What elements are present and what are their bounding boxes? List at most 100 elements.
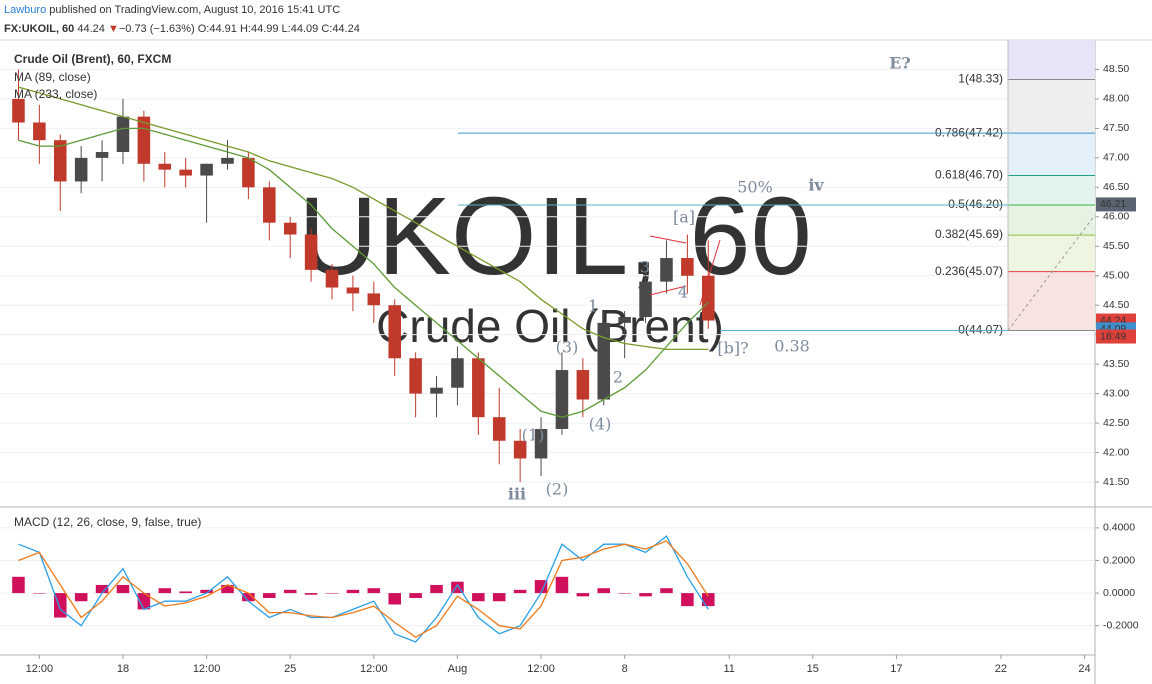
change: −0.73 (−1.63%)	[119, 23, 195, 35]
fib-label: 1(48.33)	[958, 72, 1003, 86]
fib-zone	[1008, 133, 1095, 176]
histogram-bar	[346, 589, 360, 594]
y-tick-label: 41.50	[1103, 476, 1129, 488]
moving-average	[18, 86, 709, 351]
wave-label: E?	[889, 54, 911, 73]
x-tick-label: 25	[284, 663, 296, 675]
x-tick-label: 12:00	[360, 663, 388, 675]
histogram-bar	[221, 584, 234, 594]
wave-label: (1)	[522, 426, 545, 445]
fib-label: 0.382(45.69)	[935, 227, 1003, 241]
histogram-bar	[179, 591, 192, 594]
candle-body	[409, 358, 422, 394]
histogram-bar	[430, 584, 443, 594]
legend-title: Crude Oil (Brent), 60, FXCM	[14, 52, 171, 66]
histogram-bar	[137, 593, 151, 610]
wave-label: [b]?	[717, 339, 748, 358]
fib-zone	[1008, 175, 1095, 206]
candle-body	[534, 428, 548, 459]
candle-body	[200, 163, 213, 176]
author[interactable]: Lawburo	[4, 4, 46, 16]
published: published on TradingView.com, August 10,…	[49, 4, 340, 16]
candle-body	[681, 258, 694, 276]
moving-average	[18, 127, 709, 418]
fib-trend	[1007, 214, 1096, 331]
histogram-bar	[12, 576, 25, 594]
low: L:44.09	[282, 23, 319, 35]
candle-body	[472, 358, 485, 418]
wedge-line	[649, 235, 687, 244]
wave-label: (3)	[556, 338, 579, 357]
wave-label: 1	[588, 297, 598, 316]
histogram-bar	[597, 588, 611, 594]
histogram-bar	[283, 589, 297, 594]
symbol: FX:UKOIL, 60	[4, 23, 74, 35]
candle-body	[179, 169, 192, 176]
candle-body	[33, 122, 46, 141]
histogram-bar	[451, 581, 464, 594]
histogram-bar	[492, 593, 506, 602]
histogram-bar	[325, 593, 339, 594]
y-tick-label: 46.50	[1103, 181, 1129, 193]
candle-body	[283, 222, 297, 235]
candle-body	[367, 293, 381, 306]
y-tick-label: 45.00	[1103, 270, 1129, 282]
x-tick-label: 24	[1078, 663, 1090, 675]
histogram-bar	[702, 593, 715, 607]
arrow: ▼	[108, 23, 119, 35]
y-tick-label: 0.0000	[1103, 587, 1135, 599]
candle-body	[702, 275, 715, 321]
histogram-bar	[555, 576, 569, 594]
quote-line: FX:UKOIL, 60 44.24 ▼−0.73 (−1.63%) O:44.…	[4, 23, 360, 35]
wedge-line	[649, 285, 687, 296]
x-tick-label: 12:00	[527, 663, 555, 675]
wave-label: (4)	[589, 415, 612, 434]
wave-label: 3	[640, 258, 650, 277]
histogram-bar	[263, 593, 276, 598]
x-tick-label: 12:00	[26, 663, 54, 675]
candle-body	[618, 316, 631, 323]
candle-body	[116, 116, 130, 152]
y-tick-label: -0.2000	[1103, 619, 1139, 631]
histogram-bar	[513, 589, 527, 594]
y-tick-label: 42.00	[1103, 446, 1129, 458]
wave-label: 4	[678, 283, 688, 302]
fib-label: 0.618(46.70)	[935, 168, 1003, 182]
candle-body	[242, 157, 255, 188]
histogram-bar	[158, 588, 172, 594]
histogram-bar	[472, 593, 485, 602]
histogram-bar	[534, 580, 548, 594]
countdown-badge	[1096, 329, 1136, 344]
x-tick-label: 18	[117, 663, 129, 675]
histogram-bar	[74, 593, 88, 602]
y-tick-label: 46.00	[1103, 211, 1129, 223]
y-tick-label: 48.50	[1103, 63, 1129, 75]
histogram-bar	[576, 593, 590, 597]
wave-label: iii	[508, 485, 526, 504]
histogram-bar	[618, 593, 631, 594]
fib-label: 0.5(46.20)	[948, 197, 1003, 211]
y-tick-label: 48.00	[1103, 93, 1129, 105]
candle-body	[660, 258, 673, 282]
candle-body	[53, 140, 67, 182]
candle-body	[597, 322, 611, 400]
candle-body	[492, 417, 506, 441]
candle-body	[304, 234, 318, 270]
legend-item: MA (89, close)	[14, 70, 91, 84]
histogram-bar	[409, 593, 422, 598]
legend-item: MA (233, close)	[14, 87, 97, 101]
wedge-line	[699, 239, 721, 306]
histogram-bar	[33, 593, 46, 594]
fib-zone	[1008, 205, 1095, 236]
price-badge	[1096, 197, 1136, 212]
watermark-name: Crude Oil (Brent)	[376, 300, 724, 352]
candle-body	[639, 281, 652, 317]
y-tick-label: 47.50	[1103, 122, 1129, 134]
histogram-bar	[639, 593, 652, 597]
candle-body	[513, 440, 527, 459]
histogram-bar	[304, 593, 318, 595]
x-tick-label: 11	[723, 663, 734, 675]
histogram-bar	[95, 584, 109, 594]
histogram-bar	[200, 589, 213, 594]
